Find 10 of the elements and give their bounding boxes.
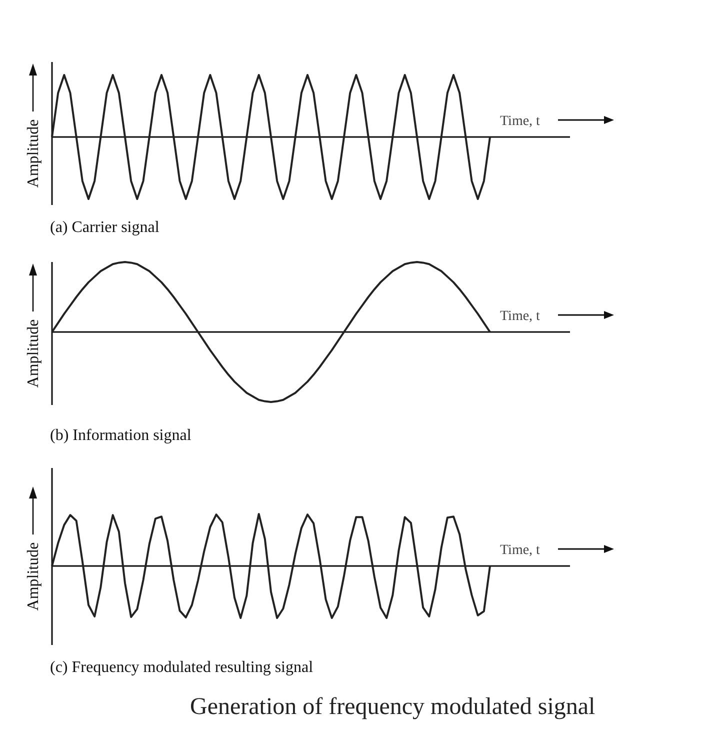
- x-axis-title: Time, t: [500, 543, 540, 558]
- y-axis-title: Amplitude: [25, 119, 42, 188]
- y-axis-title: Amplitude: [25, 542, 42, 611]
- x-axis-title: Time, t: [500, 114, 540, 129]
- text: Generation of frequency modulated signal: [190, 694, 596, 720]
- y-axis-title: Amplitude: [25, 319, 42, 388]
- text: (c) Frequency modulated resulting signal: [50, 659, 314, 676]
- text: (b) Information signal: [50, 427, 192, 444]
- x-axis-title: Time, t: [500, 309, 540, 324]
- text: (a) Carrier signal: [50, 219, 160, 236]
